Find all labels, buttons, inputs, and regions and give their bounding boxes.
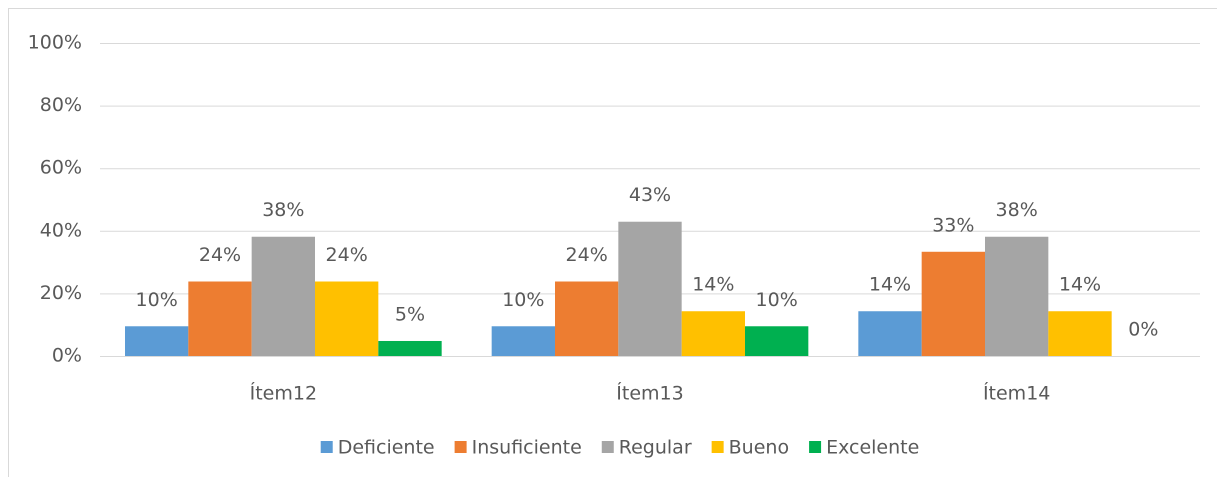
data-label: 10% <box>136 289 178 311</box>
data-label: 43% <box>629 184 671 206</box>
bar <box>858 311 922 356</box>
legend-swatch <box>809 441 822 453</box>
y-tick-label: 20% <box>40 282 82 304</box>
legend-swatch <box>320 441 333 453</box>
data-label: 38% <box>996 199 1038 221</box>
bar <box>188 281 252 356</box>
data-label: 10% <box>502 289 544 311</box>
bar <box>745 326 809 356</box>
data-label: 14% <box>1059 274 1101 296</box>
bar <box>985 236 1049 356</box>
chart-border <box>8 8 1217 477</box>
legend-swatch <box>601 441 614 453</box>
bar <box>1048 311 1112 356</box>
y-tick-label: 100% <box>28 32 82 54</box>
x-tick-label: Ítem14 <box>983 382 1050 405</box>
legend-label: Bueno <box>729 437 789 459</box>
data-label: 5% <box>395 303 425 325</box>
bar <box>378 340 442 356</box>
legend-swatch <box>711 441 724 453</box>
bar <box>125 326 189 356</box>
x-tick-label: Ítem12 <box>250 382 317 405</box>
y-tick-label: 60% <box>40 157 82 179</box>
data-label: 24% <box>566 244 608 266</box>
legend-swatch <box>454 441 467 453</box>
data-label: 24% <box>199 244 241 266</box>
bar <box>315 281 379 356</box>
data-label: 14% <box>869 274 911 296</box>
legend-label: Insuficiente <box>472 437 582 459</box>
data-label: 10% <box>756 289 798 311</box>
bar <box>555 281 619 356</box>
bar <box>681 311 745 356</box>
bar <box>251 236 315 356</box>
x-tick-label: Ítem13 <box>616 382 683 405</box>
bar <box>921 251 985 356</box>
data-label: 24% <box>326 244 368 266</box>
bar <box>618 221 682 356</box>
data-label: 0% <box>1128 319 1158 341</box>
data-label: 14% <box>692 274 734 296</box>
legend-label: Excelente <box>826 437 919 459</box>
y-tick-label: 40% <box>40 219 82 241</box>
bar <box>491 326 555 356</box>
legend-label: Regular <box>619 437 692 459</box>
y-tick-label: 80% <box>40 94 82 116</box>
data-label: 38% <box>262 199 304 221</box>
data-label: 33% <box>932 214 974 236</box>
y-tick-label: 0% <box>52 345 82 367</box>
legend-label: Deficiente <box>338 437 435 459</box>
